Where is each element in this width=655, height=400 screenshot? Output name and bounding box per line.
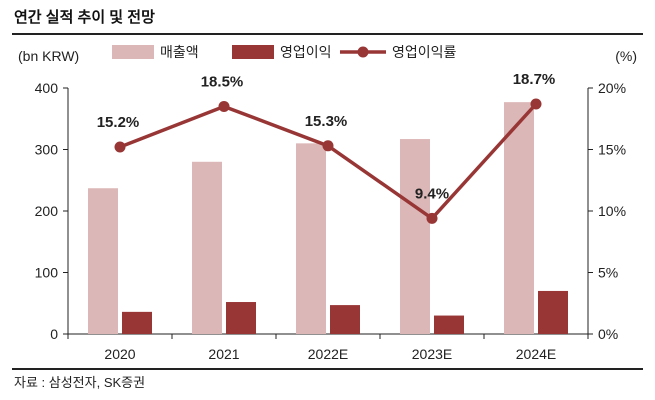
margin-data-label: 15.2% xyxy=(97,114,140,131)
y-left-tick-label: 300 xyxy=(35,142,59,158)
margin-point xyxy=(426,212,438,224)
y-right-unit: (%) xyxy=(615,48,637,64)
bottom-rule xyxy=(12,368,643,370)
legend-swatch-sales xyxy=(112,45,154,59)
margin-data-label: 15.3% xyxy=(305,113,348,130)
bar-sales xyxy=(192,161,222,334)
y-left-unit: (bn KRW) xyxy=(18,48,79,64)
bar-operating-profit xyxy=(434,315,464,334)
y-left-tick-label: 400 xyxy=(35,80,59,96)
y-right-tick-label: 0% xyxy=(598,326,618,342)
y-left-tick-label: 200 xyxy=(35,203,59,219)
y-right-tick-label: 15% xyxy=(598,142,626,158)
x-tick-label: 2023E xyxy=(412,346,452,362)
bar-sales xyxy=(400,139,430,334)
y-right-tick-label: 20% xyxy=(598,80,626,96)
legend-label-margin: 영업이익률 xyxy=(392,44,457,60)
margin-data-label: 9.4% xyxy=(415,185,449,202)
legend-label-sales: 매출액 xyxy=(160,44,199,60)
x-tick-label: 2021 xyxy=(208,346,239,362)
margin-data-label: 18.7% xyxy=(513,71,556,88)
legend-label-operating-profit: 영업이익 xyxy=(280,44,332,60)
bar-operating-profit xyxy=(122,311,152,334)
margin-point xyxy=(114,141,126,153)
bar-sales xyxy=(296,143,326,334)
bar-operating-profit xyxy=(226,302,256,334)
margin-data-label: 18.5% xyxy=(201,73,244,90)
top-rule xyxy=(12,33,643,35)
margin-point xyxy=(530,98,542,110)
bar-sales xyxy=(504,102,534,335)
bar-operating-profit xyxy=(538,290,568,334)
y-right-tick-label: 5% xyxy=(598,265,618,281)
y-left-tick-label: 100 xyxy=(35,265,59,281)
margin-point xyxy=(218,100,230,112)
bar-sales xyxy=(88,188,118,334)
bar-operating-profit xyxy=(330,305,360,334)
x-tick-label: 2022E xyxy=(308,346,348,362)
x-tick-label: 2020 xyxy=(104,346,135,362)
y-right-tick-label: 10% xyxy=(598,203,626,219)
chart-title: 연간 실적 추이 및 전망 xyxy=(14,9,155,26)
source-note: 자료 : 삼성전자, SK증권 xyxy=(14,375,146,390)
legend-swatch-operating-profit xyxy=(232,45,274,59)
x-tick-label: 2024E xyxy=(516,346,556,362)
margin-point xyxy=(322,140,334,152)
legend-swatch-margin-marker xyxy=(357,46,369,58)
y-left-tick-label: 0 xyxy=(50,326,58,342)
